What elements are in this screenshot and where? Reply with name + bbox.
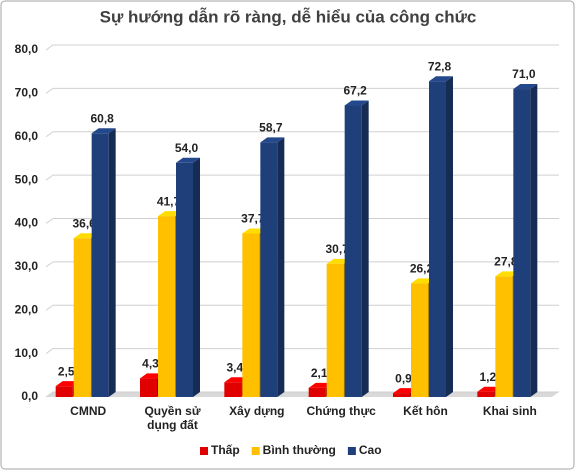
- bar-front: [176, 162, 193, 397]
- bar-front: [91, 133, 109, 397]
- value-label: 1,2: [479, 370, 496, 384]
- bar-front: [344, 105, 362, 398]
- bar: [176, 157, 200, 397]
- value-label: 71,0: [512, 67, 536, 81]
- y-tick-label: 10,0: [15, 346, 39, 360]
- bar-front: [393, 393, 410, 397]
- grid-line: [45, 174, 559, 181]
- bar-front: [477, 391, 495, 397]
- bar-front: [242, 233, 260, 397]
- grid-line: [45, 131, 559, 138]
- bar-front: [55, 386, 73, 397]
- grid-line: [45, 44, 559, 51]
- bar-front: [513, 89, 531, 397]
- value-label: 37,7: [241, 212, 265, 226]
- value-label: 2,1: [311, 366, 328, 380]
- value-label: 58,7: [259, 121, 283, 135]
- bar: [513, 84, 538, 397]
- bar-top: [91, 128, 116, 134]
- bar-front: [260, 142, 278, 397]
- bar-front: [411, 283, 428, 397]
- x-tick-label: Khai sinh: [482, 404, 537, 418]
- value-label: 54,0: [175, 141, 199, 155]
- bar-top: [513, 84, 538, 90]
- grid-line: [45, 391, 559, 398]
- legend-swatch: [200, 447, 208, 455]
- bar: [429, 76, 453, 397]
- x-tick-label: Chứng thực: [306, 404, 376, 418]
- y-tick-label: 60,0: [15, 129, 39, 143]
- grid-line: [45, 218, 559, 224]
- value-label: 41,7: [157, 194, 181, 208]
- x-tick-label: Kết hôn: [403, 404, 448, 418]
- x-tick-label: CMND: [70, 404, 107, 418]
- bar-top: [176, 157, 200, 163]
- bar-front: [326, 263, 344, 397]
- grid-line: [45, 304, 559, 311]
- bar: [344, 100, 369, 398]
- bar: [91, 128, 116, 397]
- bar-side: [361, 100, 369, 398]
- bar-front: [140, 378, 157, 397]
- legend-label: Thấp: [211, 443, 240, 457]
- y-tick-label: 20,0: [15, 302, 39, 316]
- value-label: 67,2: [343, 84, 367, 98]
- bar-side: [446, 76, 453, 397]
- legend-label: Bình thường: [263, 443, 336, 457]
- y-tick-label: 70,0: [15, 86, 39, 100]
- bar-front: [73, 238, 91, 397]
- value-label: 3,4: [226, 360, 243, 374]
- grid-line: [45, 87, 559, 94]
- chart-title: Sự hướng dẫn rõ ràng, dễ hiểu của công c…: [100, 7, 477, 26]
- bar-front: [308, 387, 326, 397]
- y-tick-label: 40,0: [15, 216, 39, 230]
- grid-line: [45, 261, 559, 268]
- bar-side: [108, 128, 116, 397]
- value-label: 36,6: [72, 216, 96, 230]
- value-label: 0,9: [395, 371, 412, 385]
- y-tick-label: 80,0: [15, 42, 39, 56]
- bar-top: [344, 100, 369, 106]
- legend-swatch: [347, 447, 356, 455]
- value-label: 27,8: [494, 255, 518, 269]
- y-tick-label: 30,0: [15, 259, 39, 273]
- value-label: 60,8: [90, 111, 114, 125]
- y-tick-label: 0,0: [21, 389, 38, 403]
- bar-front: [429, 81, 446, 397]
- bar-side: [530, 84, 538, 397]
- value-label: 4,3: [142, 357, 159, 371]
- x-tick-label: Quyền sử dụng đất: [144, 404, 201, 432]
- bar-front: [495, 276, 513, 397]
- grid-line: [45, 348, 559, 355]
- bar-side: [193, 157, 200, 397]
- x-tick-label: Xây dựng: [229, 404, 285, 418]
- bar-top: [260, 137, 285, 143]
- bar-top: [429, 76, 453, 82]
- bar-front: [158, 216, 175, 397]
- y-tick-label: 50,0: [15, 172, 39, 186]
- bar-front: [224, 382, 242, 397]
- legend-swatch: [251, 447, 260, 455]
- value-label: 26,2: [410, 262, 434, 276]
- legend-label: Cao: [359, 443, 382, 457]
- value-label: 72,8: [428, 59, 452, 73]
- value-label: 30,7: [325, 242, 349, 256]
- value-label: 2,5: [58, 364, 75, 378]
- bar: [260, 137, 285, 398]
- bar-side: [277, 137, 285, 398]
